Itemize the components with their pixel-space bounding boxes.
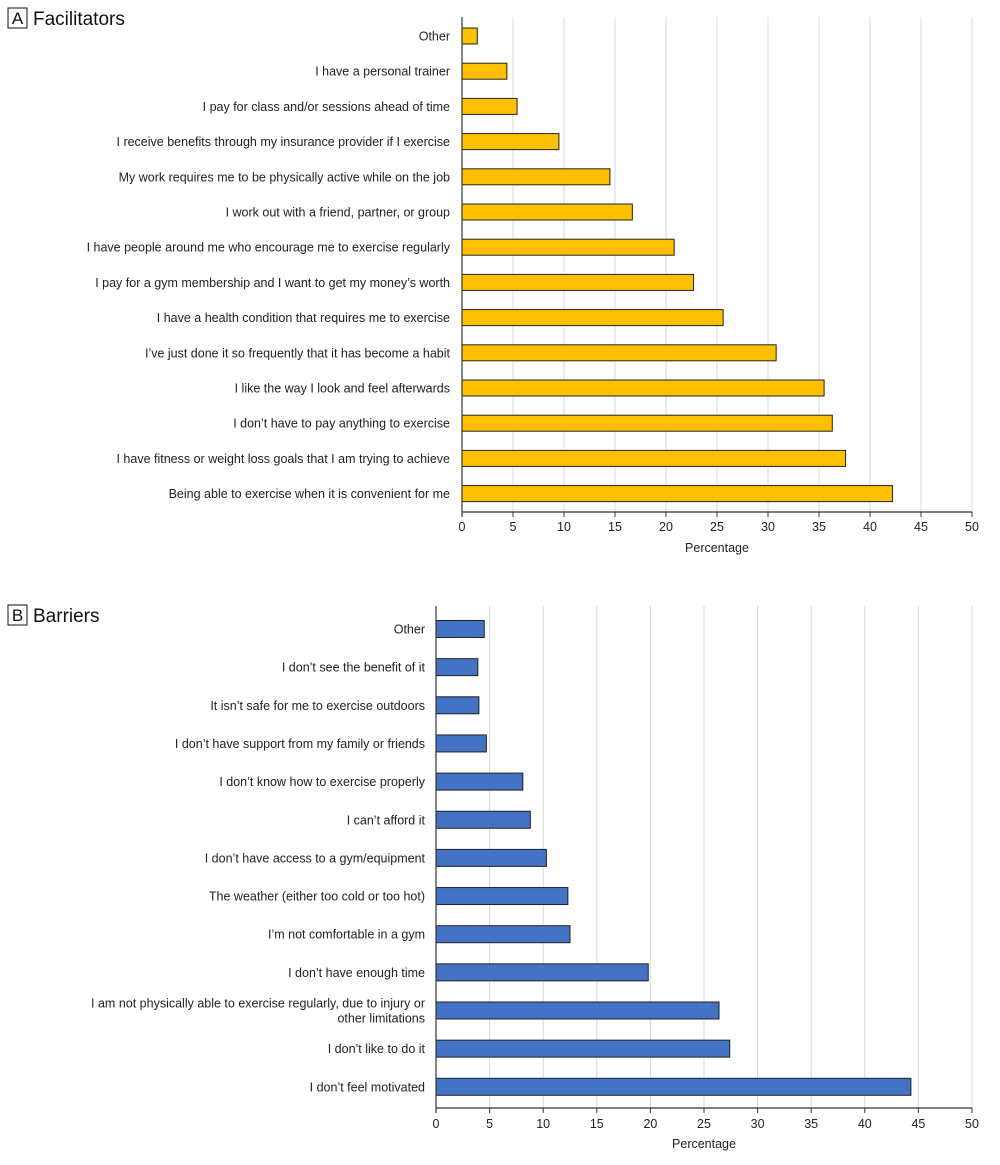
panel-title: Barriers	[33, 606, 100, 627]
x-tick-label: 30	[751, 1117, 765, 1131]
category-label: I like the way I look and feel afterward…	[235, 382, 450, 396]
x-tick-label: 25	[710, 520, 724, 534]
bar	[461, 273, 695, 291]
x-tick-label: 20	[643, 1117, 657, 1131]
category-label: Other	[394, 623, 425, 637]
x-tick-label: 25	[697, 1117, 711, 1131]
x-tick-label: 5	[510, 520, 517, 534]
x-tick-label: 15	[590, 1117, 604, 1131]
panel-letter-box	[7, 604, 28, 626]
x-tick-label: 35	[812, 520, 826, 534]
x-tick-label: 40	[858, 1117, 872, 1131]
category-label: I have fitness or weight loss goals that…	[116, 452, 450, 466]
x-tick-label: 45	[914, 520, 928, 534]
category-label: I can’t afford it	[347, 813, 426, 827]
category-label: I have a health condition that requires …	[157, 311, 450, 325]
bar	[435, 848, 547, 867]
bar	[461, 97, 518, 115]
bar	[461, 238, 675, 256]
x-axis-label: Percentage	[685, 541, 749, 555]
bar	[435, 772, 524, 791]
panel-title: Facilitators	[33, 9, 125, 30]
category-label: I don’t see the benefit of it	[282, 661, 426, 675]
bar	[461, 133, 560, 151]
bar	[435, 658, 479, 677]
x-tick-label: 0	[459, 520, 466, 534]
category-label: It isn’t safe for me to exercise outdoor…	[210, 699, 425, 713]
panel-facilitators: A Facilitators 0 5 10 15 20 25 30 35 40 45 50 Other I …	[7, 7, 979, 555]
category-label: I am not physically able to exercise reg…	[91, 997, 425, 1026]
x-tick-label: 50	[965, 520, 979, 534]
bar	[435, 1039, 731, 1058]
category-label: I don’t have enough time	[288, 966, 425, 980]
category-label: Other	[419, 30, 450, 44]
category-label: I don’t have access to a gym/equipment	[205, 851, 426, 865]
category-label: I work out with a friend, partner, or gr…	[226, 206, 450, 220]
category-label: I don’t have support from my family or f…	[175, 737, 425, 751]
bar	[461, 344, 777, 362]
category-label: I don’t know how to exercise properly	[219, 775, 425, 789]
x-tick-label: 45	[911, 1117, 925, 1131]
bar	[461, 27, 478, 45]
x-tick-label: 35	[804, 1117, 818, 1131]
category-label-line: I am not physically able to exercise reg…	[91, 997, 425, 1011]
category-label: I have people around me who encourage me…	[87, 241, 451, 255]
x-axis-label: Percentage	[672, 1137, 736, 1151]
panel-letter-box	[7, 7, 28, 29]
bar	[461, 485, 893, 503]
bar	[435, 1001, 720, 1020]
bar	[435, 620, 485, 638]
category-label: I receive benefits through my insurance …	[117, 135, 451, 149]
x-tick-label: 40	[863, 520, 877, 534]
category-label: My work requires me to be physically act…	[119, 170, 450, 184]
category-label: I’ve just done it so frequently that it …	[145, 346, 451, 360]
category-label: Being able to exercise when it is conven…	[169, 487, 450, 501]
category-label-line: other limitations	[337, 1012, 425, 1026]
panel-letter: A	[12, 9, 24, 28]
category-label: I pay for class and/or sessions ahead of…	[203, 100, 450, 114]
x-tick-label: 30	[761, 520, 775, 534]
category-label: I don’t feel motivated	[310, 1080, 425, 1094]
x-tick-label: 15	[608, 520, 622, 534]
bar	[461, 449, 847, 467]
bar	[461, 62, 508, 80]
bar	[435, 887, 569, 906]
bar	[461, 379, 825, 397]
bar	[435, 963, 649, 982]
bar	[461, 414, 833, 432]
bar	[435, 810, 531, 829]
x-tick-label: 10	[557, 520, 571, 534]
bar	[461, 203, 633, 221]
category-label: The weather (either too cold or too hot)	[209, 890, 425, 904]
x-tick-label: 10	[536, 1117, 550, 1131]
bar	[435, 734, 487, 753]
x-tick-label: 0	[433, 1117, 440, 1131]
panel-barriers: B Barriers 0 5 10 15 20 25 30 35 40 45 50 Other I don’…	[7, 604, 979, 1151]
category-label: I pay for a gym membership and I want to…	[95, 276, 450, 290]
category-label: I’m not comfortable in a gym	[268, 928, 425, 942]
panel-letter: B	[12, 606, 23, 625]
x-tick-label: 5	[486, 1117, 493, 1131]
category-label: I don’t have to pay anything to exercise	[233, 417, 450, 431]
x-tick-label: 50	[965, 1117, 979, 1131]
bar	[435, 925, 571, 944]
category-label: I don’t like to do it	[328, 1042, 426, 1056]
bar	[461, 168, 611, 186]
x-tick-label: 20	[659, 520, 673, 534]
bar	[435, 1077, 912, 1096]
category-label: I have a personal trainer	[315, 65, 450, 79]
bar	[435, 696, 480, 715]
bar	[461, 309, 724, 327]
